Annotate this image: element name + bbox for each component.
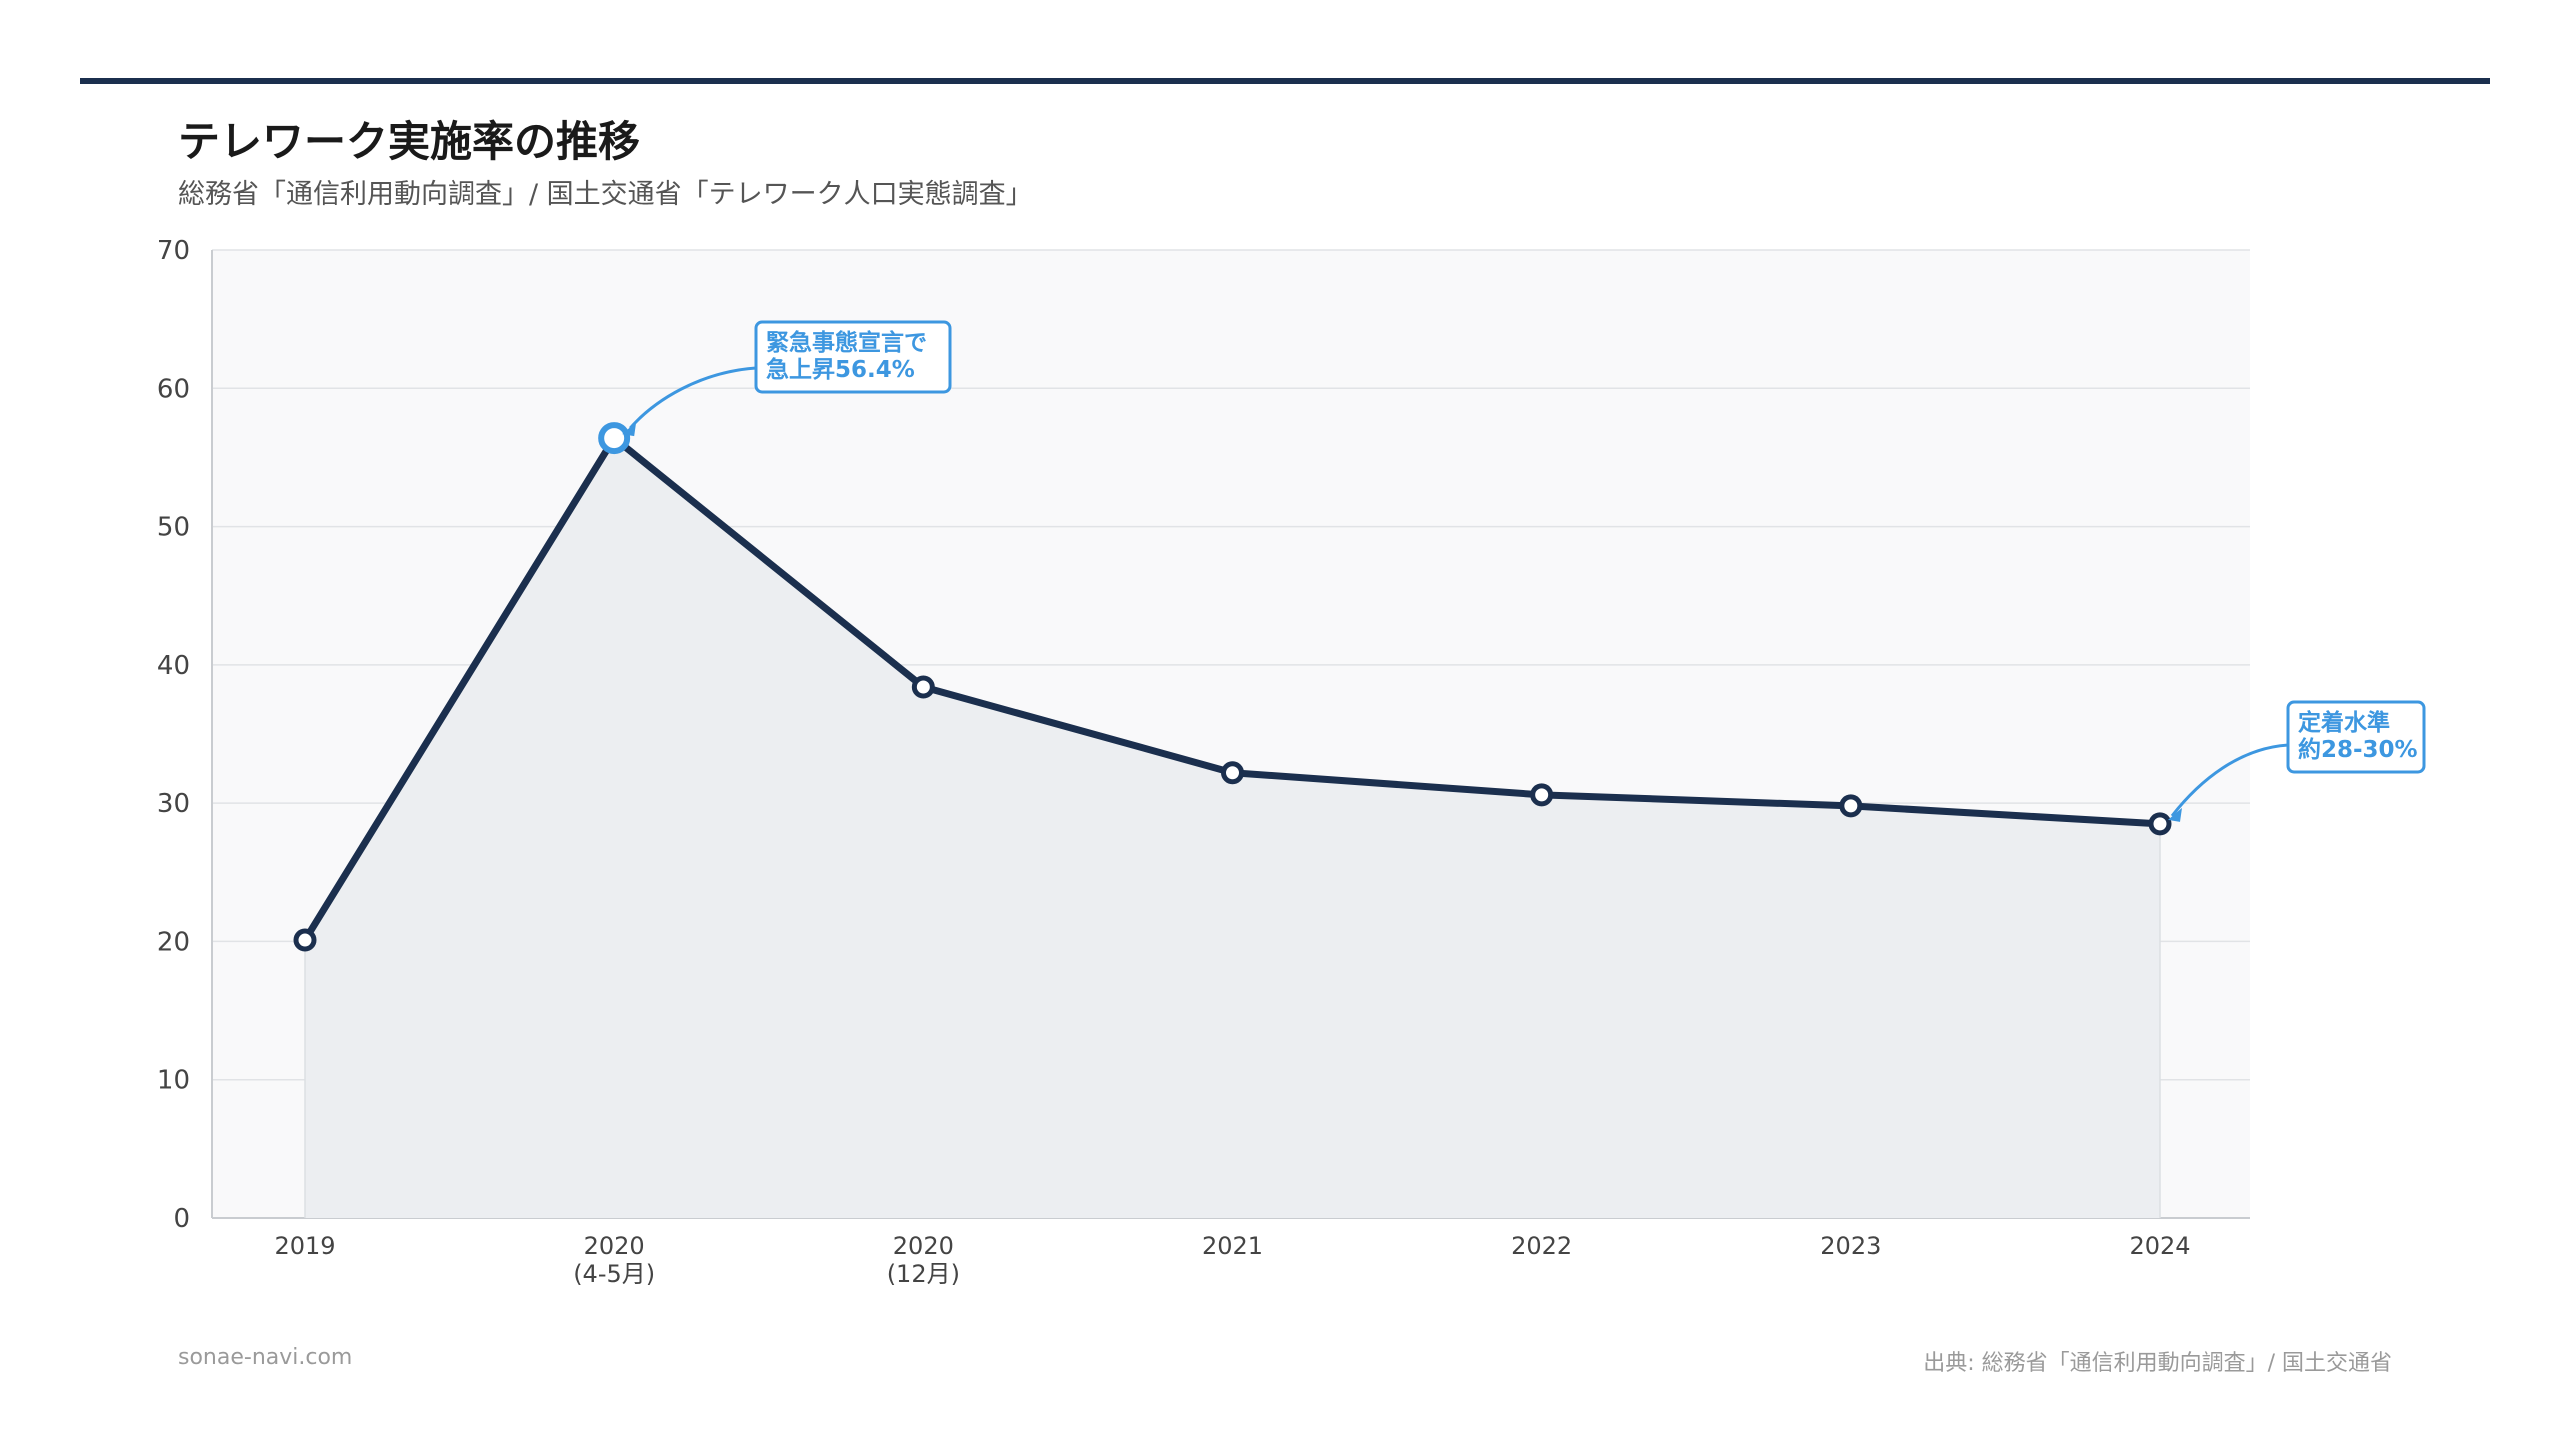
- site-name: sonae-navi.com: [178, 1345, 353, 1370]
- annotation-box: [2286, 700, 2426, 774]
- data-point-highlight: [598, 422, 631, 455]
- annotation-label: 急上昇56.4%: [766, 356, 915, 383]
- x-tick-label: (4-5月): [573, 1260, 655, 1288]
- annotation-label: 緊急事態宣言で: [766, 329, 927, 356]
- annotation-arrow: [629, 366, 757, 430]
- data-point: [1221, 761, 1244, 785]
- y-tick-label: 70: [157, 236, 190, 266]
- y-tick-label: 0: [173, 1204, 190, 1234]
- y-tick-label: 40: [157, 651, 190, 681]
- top-rule: [80, 78, 2490, 84]
- data-point: [1530, 783, 1554, 807]
- x-tick-label: 2020: [893, 1232, 954, 1260]
- x-tick-label: 2024: [2129, 1232, 2190, 1260]
- annotation-label: 定着水準: [2298, 709, 2390, 736]
- data-point: [911, 675, 935, 699]
- chart-title: テレワーク実施率の推移: [178, 117, 641, 166]
- y-tick-label: 10: [157, 1066, 190, 1096]
- x-tick-label: 2021: [1202, 1232, 1263, 1260]
- arrow-head: [2168, 807, 2182, 822]
- y-tick-label: 50: [157, 513, 190, 543]
- y-tick-label: 60: [157, 374, 190, 404]
- area-fill: [305, 438, 2160, 1218]
- data-point: [1839, 794, 1863, 818]
- y-tick-label: 20: [157, 927, 190, 957]
- source-note: 出典: 総務省「通信利用動向調査」/ 国土交通省: [1923, 1351, 2392, 1376]
- annotation-label: 約28-30%: [2298, 736, 2418, 763]
- y-tick-label: 30: [157, 789, 190, 819]
- x-tick-label: 2019: [274, 1232, 335, 1260]
- data-point: [293, 928, 317, 952]
- x-tick-label: 2020: [584, 1232, 645, 1260]
- x-tick-label: (12月): [887, 1260, 960, 1288]
- annotation-arrow: [2170, 743, 2289, 817]
- arrow-head: [622, 422, 637, 437]
- chart-subtitle: 総務省「通信利用動向調査」/ 国土交通省「テレワーク人口実態調査」: [178, 179, 1033, 210]
- data-point: [2148, 812, 2172, 836]
- annotation-box: [754, 320, 952, 394]
- x-tick-label: 2022: [1511, 1232, 1572, 1260]
- x-tick-label: 2023: [1820, 1232, 1881, 1260]
